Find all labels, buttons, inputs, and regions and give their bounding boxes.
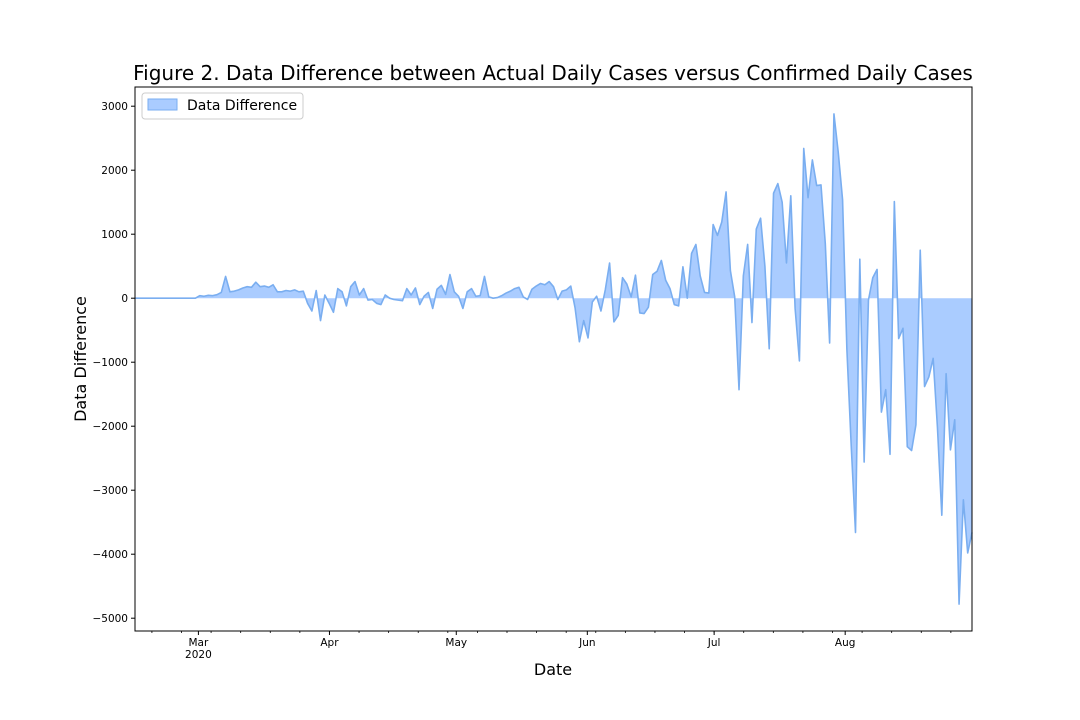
plot-area	[135, 113, 973, 605]
plot-frame	[134, 86, 973, 632]
y-tick-label: −1000	[92, 357, 128, 369]
y-tick-label: −5000	[92, 613, 128, 625]
y-axis: 3000 2000 1000 0 −1000 −2000 −3000 −4000 −5000	[92, 101, 135, 625]
legend: Data Difference	[141, 92, 304, 120]
x-tick-label: Apr	[320, 637, 339, 649]
x-tick-label: May	[445, 637, 467, 649]
x-tick-label: Mar	[189, 637, 209, 649]
legend-label: Data Difference	[187, 98, 297, 114]
y-tick-label: −4000	[92, 549, 128, 561]
y-tick-label: 0	[121, 293, 128, 305]
y-axis-title: Data Difference	[71, 296, 90, 422]
y-tick-label: 2000	[101, 165, 128, 177]
y-tick-label: 1000	[101, 229, 128, 241]
x-tick-label: Jul	[707, 637, 721, 649]
series-line-data-difference	[135, 113, 973, 605]
chart-title: Figure 2. Data Difference between Actual…	[133, 61, 973, 85]
legend-swatch	[147, 98, 178, 111]
x-axis-title: Date	[534, 660, 572, 679]
legend-box	[141, 92, 304, 120]
y-tick-label: −3000	[92, 485, 128, 497]
y-tick-label: 3000	[101, 101, 128, 113]
y-tick-label: −2000	[92, 421, 128, 433]
x-tick-sublabel: 2020	[185, 649, 212, 661]
x-tick-label: Jun	[578, 637, 595, 649]
x-tick-label: Aug	[835, 637, 856, 649]
